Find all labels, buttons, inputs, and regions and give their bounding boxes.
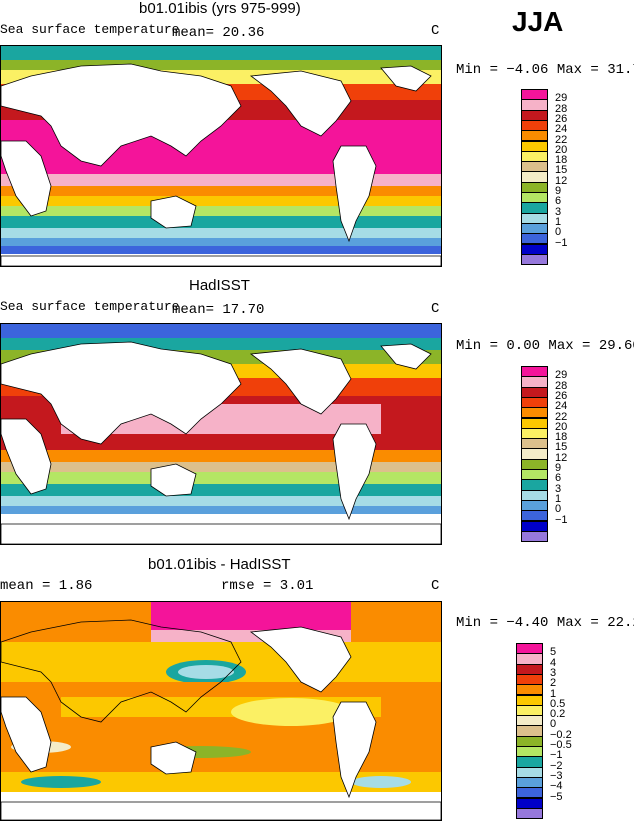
colorbar-tick-label: −3 [550,769,563,782]
colorbar-tick-label: 0 [550,718,557,731]
colorbar-tick-label: 28 [555,379,568,392]
panel2-colorbar: 29 28 26 24 22 20 18 15 12 9 6 3 1 0 −1 [521,366,581,543]
panel3-map [0,601,442,821]
colorbar-tick-label: 24 [555,123,568,136]
colorbar-tick-label: 29 [555,92,568,105]
colorbar-tick-label: −1 [555,236,568,249]
colorbar-tick-label: 29 [555,369,568,382]
panel1-mean-label: mean= 20.36 [172,25,265,41]
panel3-colorbar: 5 4 3 2 1 0.5 0.2 0 −0.2 −0.5 −1 −2 −3 −4 −5 [516,643,586,820]
colorbar-tick-label: 0.2 [550,708,566,721]
colorbar-tick-label: 20 [555,420,568,433]
panel3-mean-label: mean = 1.86 [0,578,93,594]
colorbar-tick-label: 3 [555,482,562,495]
panel2-mean-label: mean= 17.70 [172,302,265,318]
panel1-map [0,45,442,267]
panel1-minmax-label: Min = −4.06 Max = 31.74 [456,62,634,78]
colorbar-tick-label: 5 [550,646,557,659]
colorbar-tick-label: 0.5 [550,697,566,710]
colorbar-tick-label: 15 [555,164,568,177]
colorbar-tick-label: 1 [550,687,557,700]
colorbar-tick-label: 3 [550,666,557,679]
colorbar-tick-label: 20 [555,143,568,156]
colorbar-tick-label: 0 [555,503,562,516]
colorbar-tick-label: 1 [555,492,562,505]
colorbar-tick-label: −0.5 [550,739,572,751]
colorbar-tick-label: 6 [555,472,562,485]
colorbar-tick-label: 18 [555,154,568,167]
panel3-rmse-label: rmse = 3.01 [221,578,314,594]
colorbar-tick-label: 9 [555,185,562,197]
colorbar-tick-label: 3 [555,205,562,218]
colorbar-tick-label: 2 [550,677,557,690]
colorbar-tick-label: −2 [550,759,563,772]
colorbar-tick-label: 28 [555,102,568,115]
colorbar-tick-label: −1 [550,749,563,762]
colorbar-tick-label: 12 [555,451,568,464]
colorbar-tick-label: 9 [555,462,562,474]
colorbar-tick-label: −4 [550,780,563,793]
panel3-minmax-label: Min = −4.40 Max = 22.26 [456,615,634,631]
colorbar-swatch [516,807,543,820]
panel2-map [0,323,442,545]
colorbar-tick-label: 1 [555,215,562,228]
colorbar-tick-label: −0.2 [550,728,572,741]
colorbar-tick-label: 22 [555,133,568,146]
panel1-variable-label: Sea surface temperature [0,22,180,37]
season-label: JJA [512,6,564,37]
colorbar-tick-label: 26 [555,389,568,402]
colorbar-swatch [521,253,548,266]
colorbar-tick-label: 4 [550,656,557,669]
colorbar-tick-label: 26 [555,112,568,125]
colorbar-tick-label: 6 [555,195,562,208]
colorbar-tick-label: 18 [555,431,568,444]
panel2-variable-label: Sea surface temperature [0,299,180,314]
colorbar-tick-label: 15 [555,441,568,454]
colorbar-tick-label: 22 [555,410,568,423]
colorbar-tick-label: 0 [555,226,562,239]
panel2-unit-label: C [431,301,440,317]
colorbar-tick-label: 24 [555,400,568,413]
colorbar-tick-label: 12 [555,174,568,187]
panel1-colorbar: 29 28 26 24 22 20 18 15 12 9 6 3 1 0 −1 [521,89,581,266]
colorbar-tick-label: −1 [555,513,568,526]
panel2-title: HadISST [189,277,250,294]
panel1-title: b01.01ibis (yrs 975-999) [139,0,301,17]
panel2-minmax-label: Min = 0.00 Max = 29.60 [456,338,634,354]
colorbar-swatch [521,530,548,543]
panel3-unit-label: C [431,578,440,594]
colorbar-tick-label: −5 [550,790,563,803]
panel3-title: b01.01ibis - HadISST [148,556,291,573]
panel1-unit-label: C [431,23,440,39]
